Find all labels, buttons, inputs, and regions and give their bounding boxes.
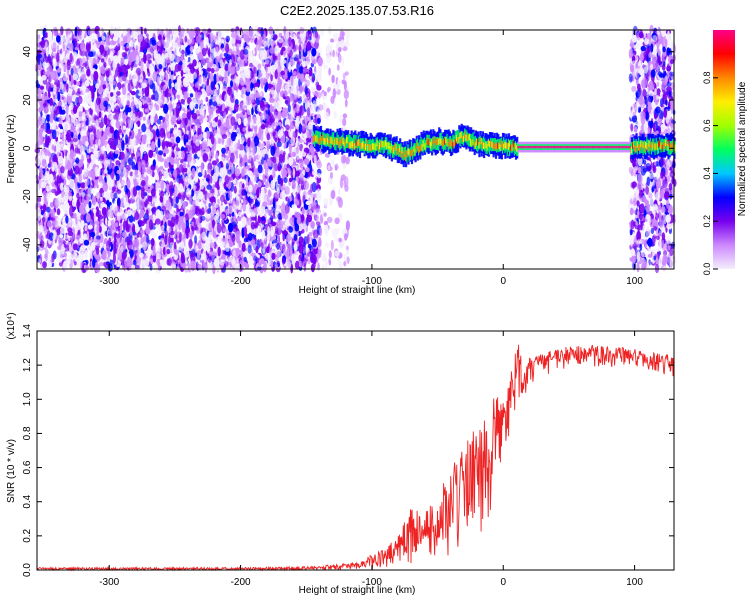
spectrogram-cell <box>272 168 276 179</box>
spectrogram-cell <box>115 160 121 166</box>
figure-title: C2E2.2025.135.07.53.R16 <box>280 3 434 18</box>
spectrogram-cell <box>282 201 285 209</box>
spectrogram-cell <box>119 224 123 235</box>
spectrogram-cell <box>252 115 256 125</box>
spectrogram-cell <box>110 92 114 97</box>
spectrogram-cell <box>306 79 310 87</box>
spectrogram-cell <box>142 116 146 121</box>
spectrogram-cell <box>183 216 186 224</box>
spectrogram-cell <box>155 218 161 225</box>
spectrogram-cell <box>237 216 242 222</box>
spectrogram-cells <box>34 24 677 275</box>
spectrogram-cell <box>264 84 268 93</box>
spectrogram-cell <box>48 252 52 257</box>
spectrogram-cell <box>225 28 230 34</box>
spectrogram-cell <box>282 230 286 242</box>
spectrogram-cell <box>209 32 214 44</box>
spectrogram-cell <box>91 157 97 162</box>
spectrogram-cell <box>152 159 156 168</box>
spectrogram-cell <box>259 130 264 142</box>
spectrogram-cell <box>220 156 225 162</box>
spectrogram-cell <box>205 214 211 219</box>
spectrogram-cell <box>53 261 57 269</box>
spectrogram-cell <box>255 245 259 254</box>
spectrogram-cell <box>260 78 264 89</box>
spectrogram-cell <box>75 224 81 229</box>
spectrogram-cell <box>171 94 175 104</box>
spectrogram-cell <box>90 101 94 110</box>
spectrogram-cell <box>37 196 42 203</box>
spectrogram-cell <box>42 203 47 213</box>
spectrogram-cell <box>174 185 178 196</box>
spectrogram-cell <box>241 150 245 159</box>
spectrogram-cell <box>96 184 99 189</box>
spectrogram-cell <box>62 72 66 82</box>
spectrogram-cell <box>207 28 212 33</box>
spectrogram-cell <box>237 139 241 150</box>
spectrogram-cell <box>249 62 253 68</box>
spectrogram-cell <box>251 107 254 116</box>
spectrogram-cell <box>86 154 90 160</box>
spectrogram-cell <box>61 65 65 72</box>
spectrogram-cell <box>122 45 126 51</box>
spectrogram-cell <box>83 239 90 246</box>
spectrogram-cell <box>238 58 245 68</box>
spectrogram-cell <box>84 249 88 260</box>
spectrogram-cell <box>238 223 242 232</box>
spectrogram-cell <box>169 148 172 158</box>
spectrogram-cell <box>163 170 168 180</box>
spectrogram-cell <box>303 262 307 272</box>
spectrogram-cell <box>42 130 46 138</box>
spectrogram-cell <box>136 89 140 94</box>
spectrogram-cell <box>204 262 208 274</box>
spectrogram-cell <box>180 159 184 164</box>
spectrogram-cell <box>43 121 47 133</box>
spectrogram-cell <box>145 257 150 267</box>
spectrogram-cell <box>308 69 313 77</box>
spectrogram-cell <box>64 156 69 161</box>
spectrogram-cell <box>280 70 285 76</box>
spectrogram-cell <box>221 147 226 154</box>
spectrogram-cell <box>150 229 155 238</box>
spectrogram-cell <box>127 71 133 81</box>
spectrogram-cell <box>221 237 226 243</box>
spectrogram-cell <box>270 260 274 268</box>
spectrogram-cell <box>164 160 170 168</box>
spectrogram-cell <box>308 232 313 237</box>
spectrogram-cell <box>122 231 127 238</box>
spectrogram-cell <box>121 97 125 106</box>
spectrogram-cell <box>56 52 60 63</box>
